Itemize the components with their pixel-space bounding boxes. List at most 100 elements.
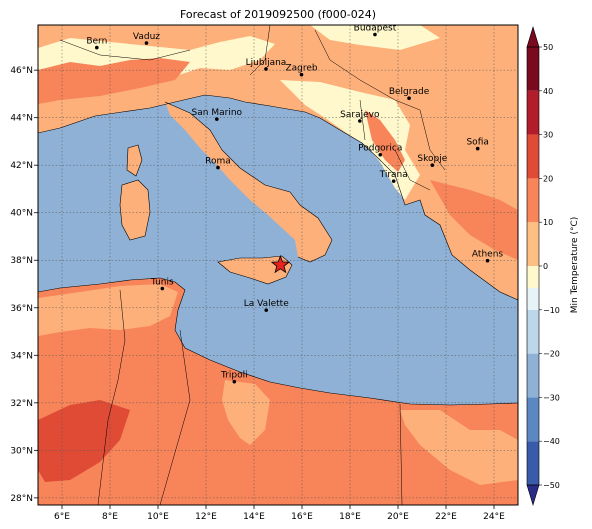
lon-tick-label: 16°E	[291, 512, 313, 522]
lon-tick-label: 18°E	[339, 512, 361, 522]
lon-tick-label: 24°E	[483, 512, 505, 522]
city-dot	[358, 119, 362, 123]
colorbar-tick-label: −40	[543, 437, 560, 446]
alpine-warm-region	[38, 58, 190, 104]
colorbar-tick-label: 0	[543, 262, 548, 271]
balkan-highland-region	[280, 80, 420, 200]
lat-tick-label: 46°N	[10, 66, 33, 76]
city-label: Sofia	[466, 138, 488, 148]
colorbar-tick-label: 20	[543, 174, 553, 183]
colorbar-tick-label: 40	[543, 87, 553, 96]
city-dot	[391, 179, 396, 183]
colorbar-segment	[527, 178, 539, 223]
city-dot	[485, 258, 490, 263]
libya-warm-region	[222, 380, 270, 445]
city-label: Roma	[205, 157, 231, 167]
city-label: Tripoli	[220, 371, 248, 381]
city-label: Tirana	[379, 170, 408, 180]
map-frame	[37, 24, 519, 506]
star-icon	[270, 254, 291, 274]
colorbar-segment	[527, 397, 539, 442]
city-label: Belgrade	[389, 87, 430, 97]
colorbar-ticks: 50 40 30 20 10 0 −10 −20 −30 −40 −50	[539, 43, 560, 490]
corsica-region	[127, 145, 142, 176]
figure-title: Forecast of 2019092500 (f000-024)	[180, 8, 376, 21]
colorbar-tick-label: −20	[543, 350, 560, 359]
city-label: San Marino	[192, 108, 243, 118]
city-dot	[215, 117, 219, 121]
lon-tick-label: 22°E	[435, 512, 457, 522]
colorbar-tick-label: −30	[543, 393, 560, 402]
city-dot	[216, 165, 220, 170]
colorbar: 50 40 30 20 10 0 −10 −20 −30 −40 −50 Min Temperatu…	[526, 25, 580, 507]
colorbar-tick-label: −50	[543, 481, 560, 490]
colorbar-tick-label: 10	[543, 218, 553, 227]
lat-tick-label: 28°N	[10, 494, 33, 504]
colorbar-segment	[527, 47, 539, 91]
lat-tick-label: 38°N	[10, 256, 33, 266]
colorbar-segment	[527, 222, 539, 266]
colorbar-segments	[526, 25, 540, 507]
colorbar-segment	[527, 441, 539, 485]
lat-tick-label: 40°N	[10, 209, 33, 219]
aegean-warm-region	[430, 180, 518, 260]
city-dot	[264, 308, 269, 312]
city-dot	[264, 67, 268, 71]
temperature-fields	[38, 25, 518, 505]
lon-tick-label: 14°E	[243, 512, 265, 522]
colorbar-segment	[527, 134, 539, 179]
country-borders	[59, 25, 446, 505]
warm-coastal-region	[365, 110, 405, 172]
colorbar-label: Min Temperature (°C)	[570, 217, 580, 314]
lat-tick-label: 30°N	[10, 446, 33, 456]
axis-ticks: 6°E 8°E 10°E 12°E 14°E 16°E 18°E 20°E 22°E 24°E 28…	[10, 66, 505, 522]
city-label: Ljubljana	[246, 58, 287, 68]
lat-tick-label: 36°N	[10, 304, 33, 314]
lon-tick-label: 6°E	[54, 512, 70, 522]
city-dot	[430, 163, 435, 167]
city-dot	[232, 379, 237, 384]
colorbar-max-extension	[526, 25, 540, 48]
city-label: Skopje	[417, 154, 447, 164]
lon-tick-label: 8°E	[102, 512, 118, 522]
city-label: Podgorica	[358, 144, 402, 154]
gridlines	[38, 25, 518, 505]
colorbar-segment	[527, 309, 539, 354]
colorbar-tick-label: 50	[543, 43, 553, 52]
north-yellow-region	[310, 25, 440, 50]
city-label: Sarajevo	[340, 110, 380, 120]
lat-tick-label: 44°N	[10, 114, 33, 124]
lat-tick-label: 42°N	[10, 161, 33, 171]
italy-region	[165, 102, 332, 262]
city-label: La Valette	[244, 299, 289, 309]
city-label: Zagreb	[285, 64, 317, 74]
city-label: Athens	[472, 250, 503, 260]
colorbar-segment	[527, 287, 539, 310]
colorbar-min-extension	[526, 484, 540, 507]
africa-coastal-warm-region	[38, 284, 178, 336]
lon-tick-label: 20°E	[387, 512, 409, 522]
lon-tick-label: 12°E	[195, 512, 217, 522]
sahara-hot-region	[38, 400, 130, 482]
colorbar-segment	[527, 266, 539, 288]
europe-land-region	[38, 25, 518, 300]
city-label: Bern	[86, 37, 107, 47]
city-label: Vaduz	[133, 32, 160, 42]
coastlines	[38, 94, 518, 406]
city-dot	[475, 146, 480, 151]
sardinia-region	[120, 180, 150, 240]
egypt-warm-region	[400, 410, 518, 485]
colorbar-tick-label: −10	[543, 306, 560, 315]
city-dot	[407, 96, 411, 100]
city-label: Tunis	[150, 278, 174, 288]
city-dot	[95, 45, 99, 50]
city-dot	[378, 152, 383, 157]
city-label: Budapest	[354, 24, 397, 34]
city-dot	[144, 41, 149, 45]
colorbar-segment	[527, 353, 539, 398]
colorbar-segment	[527, 90, 539, 135]
city-dot	[299, 72, 304, 77]
